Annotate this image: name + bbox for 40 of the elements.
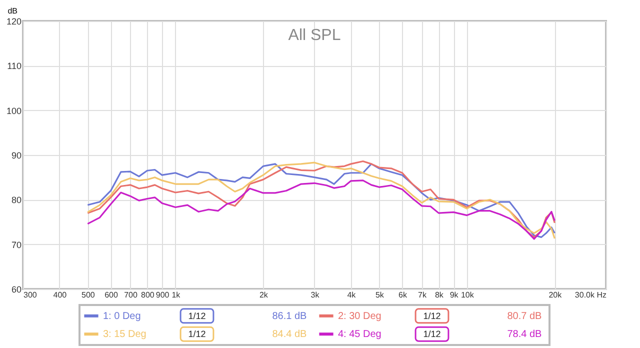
x-tick-label: 300 [24,290,38,300]
y-tick-label: 100 [6,106,22,116]
x-tick-label: 9k [450,290,460,300]
text: 80.7 dB [507,310,542,322]
x-tick-label: 8k [434,290,444,300]
y-tick-label: 120 [6,16,22,26]
x-tick-label: 900 [156,290,170,300]
text: 84.4 dB [272,329,308,340]
legend-label: 3: 15 Deg [103,329,146,340]
x-tick-label: 3k [310,290,320,300]
text: 1/12 [423,310,441,321]
text: 78.4 dB [507,329,542,340]
legend-label: 2: 30 Deg [338,310,382,322]
y-tick-label: 70 [11,240,22,250]
y-tick-label: 110 [7,61,22,72]
x-tick-label: 500 [81,290,96,300]
y-tick-label: 80 [11,195,22,206]
y-axis-title: dB [8,6,18,16]
x-tick-label: 6k [398,290,408,300]
x-tick-label: 800 [140,290,155,300]
text: 1/12 [188,310,206,321]
x-tick-label: 2k [259,290,269,300]
x-tick-label: 700 [124,290,138,300]
x-tick-label: 1k [172,290,182,300]
x-tick-label: 5k [375,290,385,300]
x-tick-label: 4k [347,290,357,300]
text: 1/12 [423,329,441,340]
chart-title: All SPL [288,27,341,44]
x-tick-label: 7k [418,290,428,300]
legend-label: 1: 0 Deg [103,310,141,322]
text: 1/12 [188,329,206,340]
x-tick-label: 30.0k Hz [574,290,606,300]
y-tick-label: 90 [11,150,22,160]
y-tick-label: 60 [11,284,22,294]
x-tick-label: 600 [104,290,118,300]
x-tick-label: 20k [548,290,563,300]
legend-label: 4: 45 Deg [338,329,382,340]
x-tick-label: 400 [53,290,68,300]
text: 86.1 dB [272,310,308,322]
x-tick-label: 10k [460,290,475,300]
